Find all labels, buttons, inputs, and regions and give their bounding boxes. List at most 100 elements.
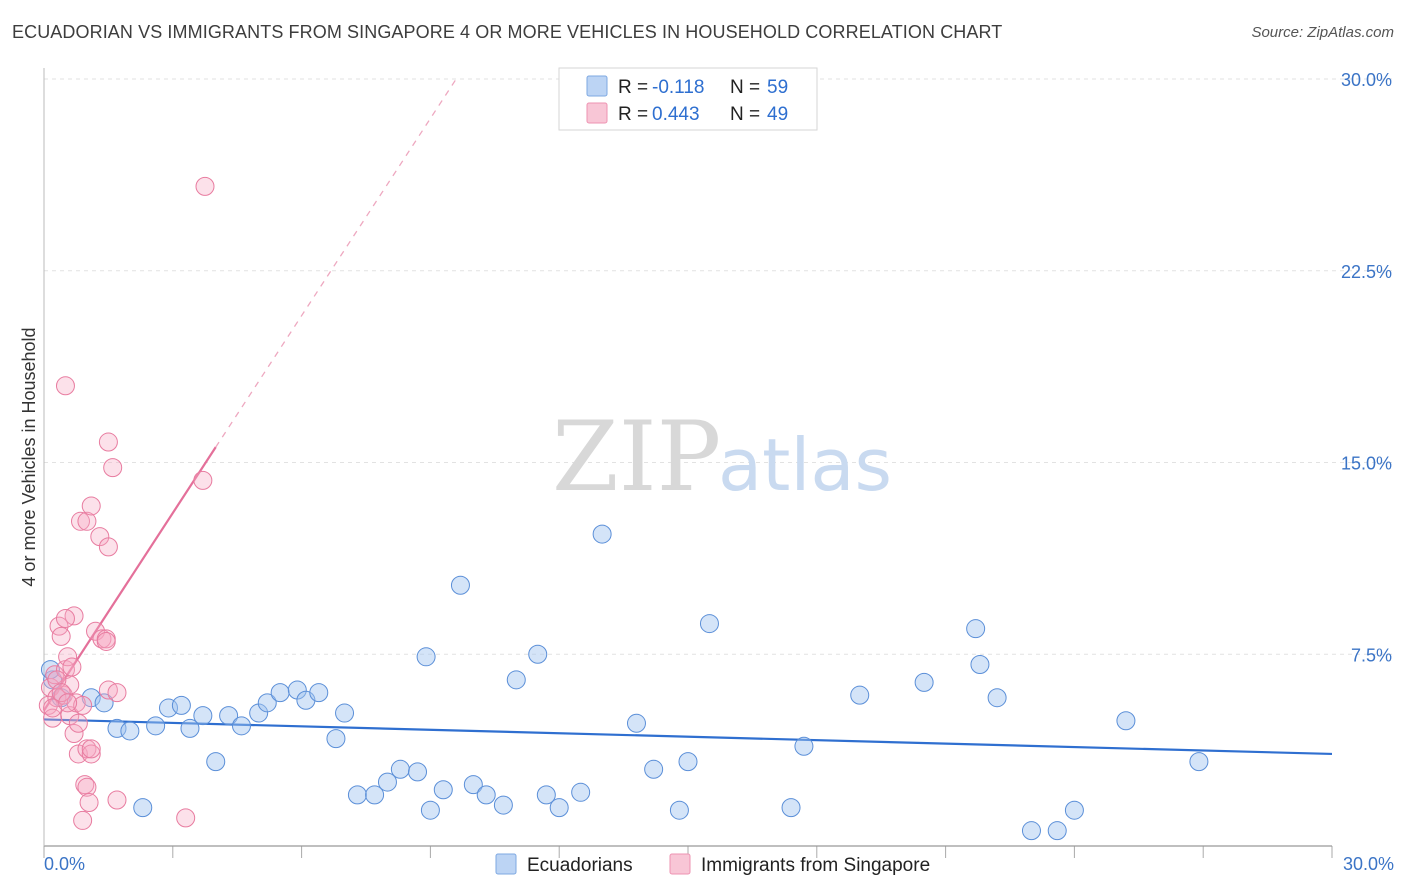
point-ecuadorians <box>120 721 140 741</box>
point-ecuadorians <box>326 729 346 749</box>
point-singapore <box>81 739 101 759</box>
point-ecuadorians <box>257 693 277 713</box>
point-ecuadorians <box>450 575 470 595</box>
point-ecuadorians <box>850 685 870 705</box>
point-singapore <box>81 744 101 764</box>
point-singapore <box>77 777 97 797</box>
y-tick-label: 15.0% <box>1341 454 1392 474</box>
point-ecuadorians <box>347 785 367 805</box>
point-singapore <box>47 670 67 690</box>
point-singapore <box>68 713 88 733</box>
point-ecuadorians <box>377 772 397 792</box>
point-ecuadorians <box>644 759 664 779</box>
point-ecuadorians <box>335 703 355 723</box>
bottom-legend-swatch-ecuadorians <box>495 853 517 875</box>
point-singapore <box>58 693 78 713</box>
point-singapore <box>81 496 101 516</box>
point-ecuadorians <box>433 780 453 800</box>
legend-r-value: -0.118 <box>652 77 704 98</box>
y-tick-label: 7.5% <box>1351 645 1392 665</box>
point-ecuadorians <box>171 695 191 715</box>
point-ecuadorians <box>206 752 226 772</box>
point-ecuadorians <box>506 670 526 690</box>
point-singapore <box>51 626 71 646</box>
point-ecuadorians <box>1189 752 1209 772</box>
watermark-atlas: atlas <box>718 423 892 507</box>
point-ecuadorians <box>231 716 251 736</box>
point-ecuadorians <box>493 795 513 815</box>
point-ecuadorians <box>1116 711 1136 731</box>
trend-extension-singapore <box>215 78 457 448</box>
bottom-legend-label-ecuadorians: Ecuadorians <box>527 855 633 876</box>
watermark: ZIP atlas <box>552 401 892 513</box>
trend-lines <box>43 78 1333 756</box>
point-ecuadorians <box>193 706 213 726</box>
point-ecuadorians <box>536 785 556 805</box>
y-tick-label: 30.0% <box>1341 70 1392 90</box>
legend-n-value: 49 <box>767 104 788 125</box>
point-singapore <box>73 810 93 830</box>
point-singapore <box>62 657 82 677</box>
point-singapore <box>64 724 84 744</box>
point-singapore <box>107 683 127 703</box>
legend-n-value: 59 <box>767 77 788 98</box>
point-ecuadorians <box>781 798 801 818</box>
point-ecuadorians <box>463 775 483 795</box>
y-tick-label: 22.5% <box>1341 262 1392 282</box>
point-ecuadorians <box>1064 800 1084 820</box>
point-ecuadorians <box>309 683 329 703</box>
point-ecuadorians <box>669 800 689 820</box>
chart-title: ECUADORIAN VS IMMIGRANTS FROM SINGAPORE … <box>12 22 1003 42</box>
point-ecuadorians <box>987 688 1007 708</box>
point-ecuadorians <box>270 683 290 703</box>
point-ecuadorians <box>571 782 591 802</box>
point-ecuadorians <box>133 798 153 818</box>
grid-lines <box>43 78 1392 858</box>
bottom-legend-label-singapore: Immigrants from Singapore <box>701 855 930 876</box>
point-ecuadorians <box>1047 821 1067 841</box>
point-ecuadorians <box>970 654 990 674</box>
point-ecuadorians <box>476 785 496 805</box>
chart-source: Source: ZipAtlas.com <box>1251 24 1394 41</box>
x-tick-label: 30.0% <box>1343 854 1394 874</box>
point-ecuadorians <box>180 718 200 738</box>
point-singapore <box>75 775 95 795</box>
point-ecuadorians <box>966 619 986 639</box>
point-singapore <box>73 695 93 715</box>
legend-swatch-singapore <box>586 102 608 124</box>
point-singapore <box>193 470 213 490</box>
legend-n-label: N = <box>730 104 760 125</box>
point-ecuadorians <box>416 647 436 667</box>
bottom-legend: Ecuadorians Immigrants from Singapore <box>495 853 930 876</box>
point-ecuadorians <box>1021 821 1041 841</box>
tick-labels: 7.5% 15.0% 22.5% 30.0% 0.0% 30.0% <box>44 70 1394 874</box>
point-ecuadorians <box>914 672 934 692</box>
point-ecuadorians <box>678 752 698 772</box>
point-ecuadorians <box>549 798 569 818</box>
point-ecuadorians <box>794 736 814 756</box>
x-tick-label: 0.0% <box>44 854 85 874</box>
point-singapore <box>55 376 75 396</box>
data-points <box>38 176 1209 841</box>
point-singapore <box>43 698 63 718</box>
point-ecuadorians <box>219 706 239 726</box>
watermark-zip: ZIP <box>552 401 721 513</box>
point-singapore <box>58 647 78 667</box>
point-ecuadorians <box>146 716 166 736</box>
point-ecuadorians <box>699 614 719 634</box>
point-singapore <box>77 511 97 531</box>
point-singapore <box>96 631 116 651</box>
point-singapore <box>107 790 127 810</box>
point-singapore <box>103 458 123 478</box>
y-axis-label: 4 or more Vehicles in Household <box>19 327 39 586</box>
point-singapore <box>55 608 75 628</box>
point-ecuadorians <box>420 800 440 820</box>
point-singapore <box>98 537 118 557</box>
point-singapore <box>98 432 118 452</box>
legend-r-value: 0.443 <box>652 104 700 125</box>
legend-n-label: N = <box>730 77 760 98</box>
legend-r-label: R = <box>618 77 648 98</box>
point-ecuadorians <box>94 693 114 713</box>
point-singapore <box>86 621 106 641</box>
trend-line-ecuadorians <box>43 718 1333 756</box>
